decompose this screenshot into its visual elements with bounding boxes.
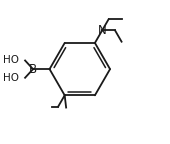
Text: HO: HO	[3, 55, 19, 65]
Text: HO: HO	[3, 73, 19, 84]
Text: B: B	[29, 63, 37, 76]
Text: N: N	[98, 24, 106, 37]
